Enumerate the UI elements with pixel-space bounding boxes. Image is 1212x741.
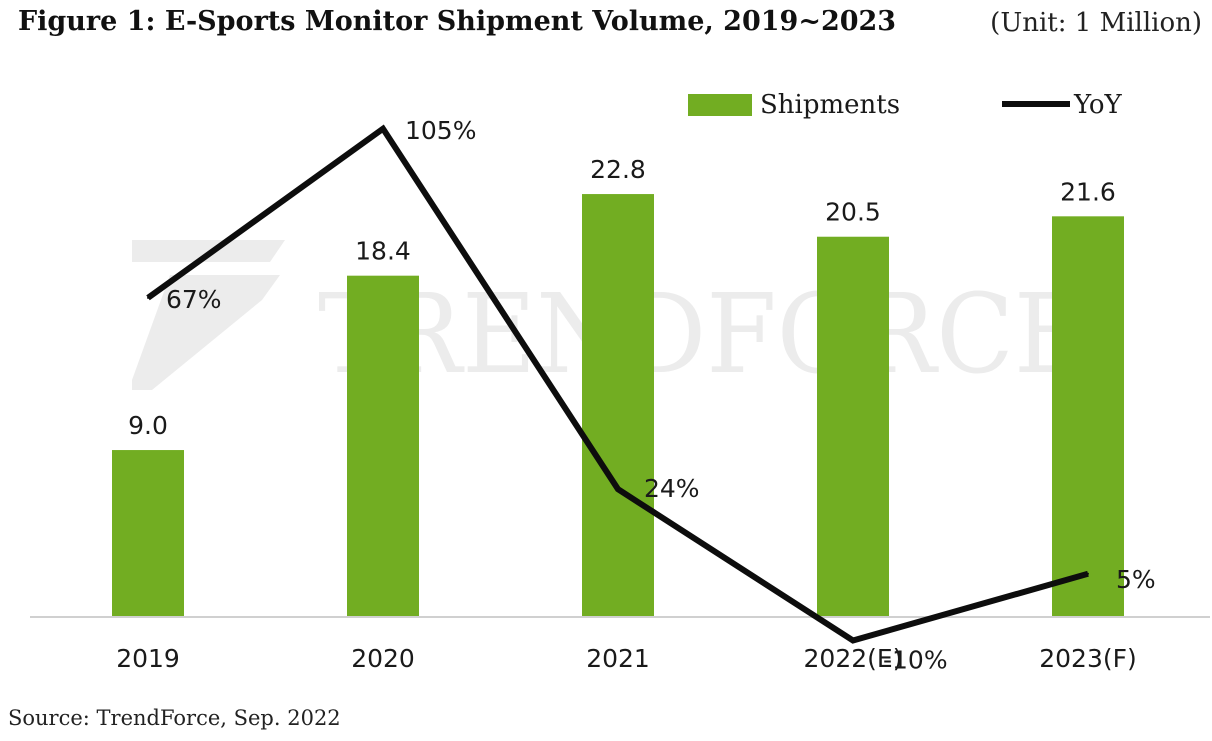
bar-value-label: 18.4 — [355, 237, 411, 266]
yoy-value-label: 5% — [1116, 565, 1156, 594]
bar-value-label: 9.0 — [128, 411, 168, 440]
legend: Shipments YoY — [688, 90, 1123, 120]
bar-value-label: 22.8 — [590, 155, 646, 184]
yoy-value-label: 67% — [166, 285, 222, 314]
chart-title: Figure 1: E-Sports Monitor Shipment Volu… — [18, 6, 897, 37]
x-tick-labels: 2019 2020 2021 2022(E) 2023(F) — [116, 644, 1137, 673]
bar-value-label: 20.5 — [825, 198, 881, 227]
x-tick-label: 2019 — [116, 644, 180, 673]
bar-value-label: 21.6 — [1060, 177, 1116, 206]
yoy-series — [146, 124, 1089, 644]
legend-label-shipments: Shipments — [760, 90, 900, 120]
yoy-point-2022e — [852, 639, 854, 642]
yoy-value-label: -10% — [883, 646, 948, 675]
unit-label: (Unit: 1 Million) — [990, 8, 1202, 38]
trendforce-watermark: TRENDFORCE — [132, 240, 1088, 398]
watermark-text: TRENDFORCE — [318, 270, 1088, 398]
yoy-point-2021 — [617, 488, 619, 491]
bar-2022e — [817, 236, 889, 617]
bar-2023f — [1052, 216, 1124, 617]
source-note: Source: TrendForce, Sep. 2022 — [8, 706, 341, 730]
x-tick-label: 2023(F) — [1039, 644, 1137, 673]
data-labels: 9.0 18.4 22.8 20.5 21.6 67% 105% 24% -10% 5% — [128, 116, 1156, 675]
yoy-point-2020 — [382, 127, 384, 130]
legend-swatch-shipments — [688, 94, 752, 116]
yoy-value-label: 105% — [405, 116, 476, 145]
x-tick-label: 2021 — [586, 644, 650, 673]
bar-series — [112, 194, 1124, 617]
yoy-value-label: 24% — [644, 474, 700, 503]
x-tick-label: 2020 — [351, 644, 415, 673]
bar-2021 — [582, 194, 654, 617]
legend-label-yoy: YoY — [1073, 90, 1123, 120]
yoy-point-2019 — [147, 296, 149, 299]
yoy-point-2023f — [1087, 572, 1089, 575]
x-tick-label: 2022(E) — [804, 644, 903, 673]
bar-2019 — [112, 450, 184, 617]
watermark-logo — [132, 240, 285, 390]
bar-2020 — [347, 275, 419, 617]
